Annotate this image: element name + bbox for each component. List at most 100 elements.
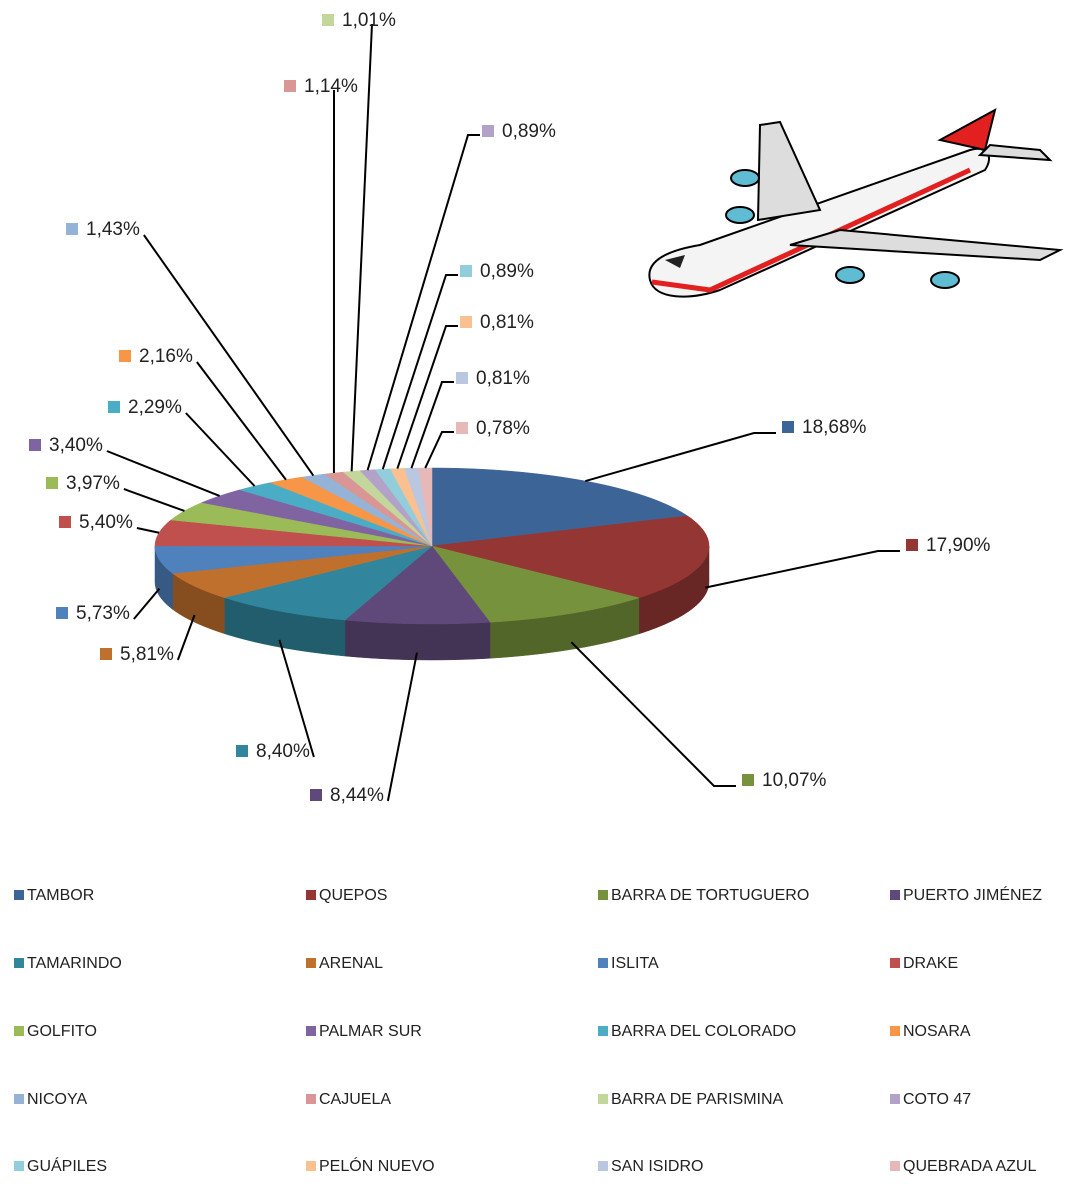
label-swatch <box>782 421 794 433</box>
legend-label: GUÁPILES <box>27 1156 107 1175</box>
legend-swatch <box>306 1026 316 1036</box>
legend-swatch <box>306 1161 316 1171</box>
legend-swatch <box>14 890 24 900</box>
label-swatch <box>108 401 120 413</box>
legend-swatch <box>306 1094 316 1104</box>
data-label: 0,78% <box>476 418 530 439</box>
label-swatch <box>59 516 71 528</box>
label-swatch <box>236 745 248 757</box>
legend-label: BARRA DEL COLORADO <box>611 1023 796 1040</box>
data-label: 1,01% <box>342 10 396 31</box>
leader-line <box>133 588 161 620</box>
slice <box>301 473 433 547</box>
leader-line <box>196 361 287 481</box>
data-label: 1,43% <box>86 219 140 240</box>
data-label: 0,89% <box>480 261 534 282</box>
label-swatch <box>310 789 322 801</box>
legend-label: ISLITA <box>611 955 659 972</box>
leader-line <box>381 274 458 470</box>
label-swatch <box>482 125 494 137</box>
legend: TAMBOR QUEPOS BARRA DE TORTUGUERO PUERTO JI… <box>14 885 1042 1175</box>
label-swatch <box>456 422 468 434</box>
legend-label: ARENAL <box>319 955 383 972</box>
legend-label: COTO 47 <box>903 1091 971 1108</box>
legend-swatch <box>598 1094 608 1104</box>
slice <box>418 467 433 547</box>
label-swatch <box>456 372 468 384</box>
legend-label: BARRA DE TORTUGUERO <box>611 887 809 904</box>
data-label: 5,81% <box>120 644 174 665</box>
legend-label: GOLFITO <box>27 1023 97 1040</box>
leader-line <box>386 652 418 802</box>
data-label: 8,44% <box>330 785 384 806</box>
leader-line <box>350 23 373 472</box>
legend-swatch <box>598 1026 608 1036</box>
legend-swatch <box>890 958 900 968</box>
slice <box>223 545 433 621</box>
legend-label: SAN ISIDRO <box>611 1158 703 1175</box>
legend-label: PUERTO JIMÉNEZ <box>903 885 1042 904</box>
airplane-illustration <box>648 108 1064 298</box>
legend-label: TAMBOR <box>27 887 94 904</box>
legend-label: PALMAR SUR <box>319 1023 422 1040</box>
legend-label: DRAKE <box>903 955 958 972</box>
legend-swatch <box>890 1026 900 1036</box>
data-label: 0,81% <box>476 368 530 389</box>
label-swatch <box>284 80 296 92</box>
slice <box>154 545 433 574</box>
label-swatch <box>119 350 131 362</box>
legend-swatch <box>14 958 24 968</box>
legend-swatch <box>14 1161 24 1171</box>
slice <box>431 515 710 599</box>
data-label: 5,40% <box>79 512 133 533</box>
label-swatch <box>29 439 41 451</box>
legend-label: QUEBRADA AZUL <box>903 1158 1036 1175</box>
slice <box>431 545 640 623</box>
label-swatch <box>100 648 112 660</box>
leader-line <box>366 134 480 471</box>
slice <box>154 519 433 547</box>
leader-line <box>424 431 454 469</box>
data-labels: 18,68% 17,90% 10,07% 8,44% 8,40% 5,81% 5,73% 5,… <box>29 10 991 806</box>
slice <box>269 476 433 547</box>
label-swatch <box>906 539 918 551</box>
leader-line <box>136 527 160 534</box>
label-swatch <box>322 14 334 26</box>
legend-swatch <box>306 958 316 968</box>
legend-swatch <box>598 1161 608 1171</box>
slice <box>200 489 433 547</box>
label-swatch <box>742 774 754 786</box>
legend-swatch <box>306 890 316 900</box>
data-label: 3,97% <box>66 473 120 494</box>
legend-label: TAMARINDO <box>27 955 122 972</box>
legend-swatch <box>890 1161 900 1171</box>
leader-lines <box>106 23 900 802</box>
legend-label: CAJUELA <box>319 1091 391 1108</box>
pie-tops <box>154 467 710 625</box>
legend-swatch <box>890 1094 900 1104</box>
data-label: 5,73% <box>76 603 130 624</box>
leader-line <box>278 639 315 758</box>
leader-line <box>410 381 454 469</box>
leader-line <box>106 450 220 497</box>
slice <box>431 467 689 547</box>
legend-swatch <box>598 890 608 900</box>
label-swatch <box>46 477 58 489</box>
data-label: 18,68% <box>802 417 867 438</box>
data-label: 17,90% <box>926 535 991 556</box>
legend-swatch <box>598 958 608 968</box>
leader-line <box>570 641 736 787</box>
legend-label: BARRA DE PARISMINA <box>611 1091 784 1108</box>
slice <box>171 545 433 598</box>
leader-line <box>705 550 900 589</box>
legend-label: NOSARA <box>903 1023 971 1040</box>
legend-swatch <box>14 1094 24 1104</box>
label-swatch <box>56 607 68 619</box>
data-label: 3,40% <box>49 435 103 456</box>
label-swatch <box>460 316 472 328</box>
label-swatch <box>460 265 472 277</box>
legend-label: NICOYA <box>27 1091 87 1108</box>
data-label: 10,07% <box>762 770 827 791</box>
data-label: 8,40% <box>256 741 310 762</box>
leader-line <box>396 325 458 469</box>
